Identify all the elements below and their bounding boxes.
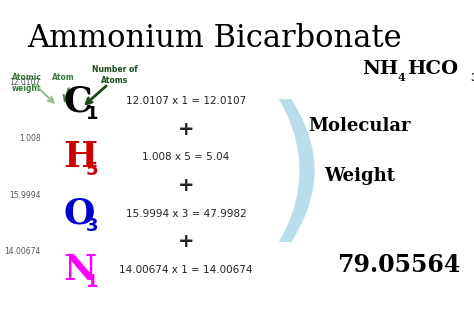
Text: 3: 3: [86, 217, 98, 235]
Text: 5: 5: [86, 161, 98, 179]
Text: 1.008: 1.008: [19, 135, 41, 143]
Text: Atomic
weight: Atomic weight: [11, 73, 42, 93]
Text: O: O: [64, 197, 95, 231]
Text: N: N: [64, 253, 97, 287]
Text: 15.9994: 15.9994: [9, 191, 41, 200]
Text: NH: NH: [362, 60, 398, 77]
Text: 1: 1: [86, 273, 98, 291]
Text: C: C: [64, 84, 92, 118]
Text: Molecular: Molecular: [309, 117, 411, 135]
Text: 4: 4: [398, 72, 405, 83]
Text: 79.05564: 79.05564: [337, 253, 461, 277]
Text: Ammonium Bicarbonate: Ammonium Bicarbonate: [27, 23, 402, 54]
Text: Number of
Atoms: Number of Atoms: [91, 66, 137, 85]
Text: +: +: [178, 232, 194, 251]
Text: HCO: HCO: [407, 60, 458, 77]
Text: ): ): [265, 99, 328, 254]
Text: 12.0107 x 1 = 12.0107: 12.0107 x 1 = 12.0107: [126, 96, 246, 106]
Text: 15.9994 x 3 = 47.9982: 15.9994 x 3 = 47.9982: [126, 209, 246, 219]
Text: 1.008 x 5 = 5.04: 1.008 x 5 = 5.04: [142, 152, 229, 163]
Text: Weight: Weight: [324, 167, 395, 185]
Text: 12.0107: 12.0107: [9, 78, 41, 87]
Text: 1: 1: [86, 105, 98, 123]
Text: +: +: [178, 176, 194, 195]
Text: 14.00674 x 1 = 14.00674: 14.00674 x 1 = 14.00674: [119, 265, 253, 275]
Text: 14.00674: 14.00674: [4, 247, 41, 256]
Text: 3: 3: [470, 72, 474, 83]
Text: Atom: Atom: [52, 73, 75, 82]
Text: +: +: [178, 120, 194, 139]
Text: H: H: [64, 140, 98, 175]
